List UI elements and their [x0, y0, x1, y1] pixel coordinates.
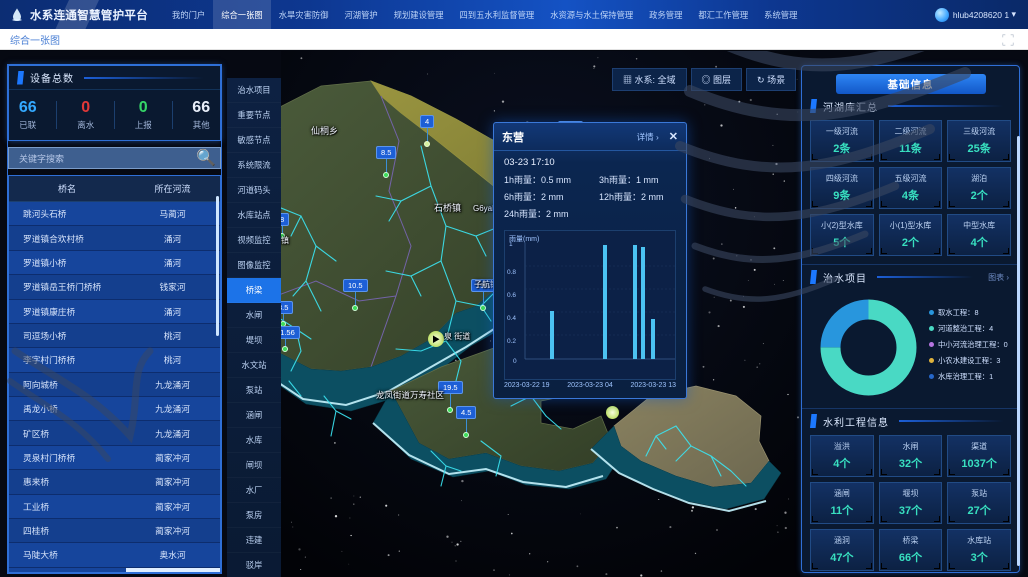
svg-text:1: 1: [509, 241, 513, 248]
svg-text:0.2: 0.2: [507, 338, 516, 345]
svg-text:0: 0: [513, 358, 517, 365]
svg-text:0.6: 0.6: [507, 292, 516, 299]
svg-text:0.8: 0.8: [507, 269, 516, 276]
svg-text:0.4: 0.4: [507, 315, 516, 322]
